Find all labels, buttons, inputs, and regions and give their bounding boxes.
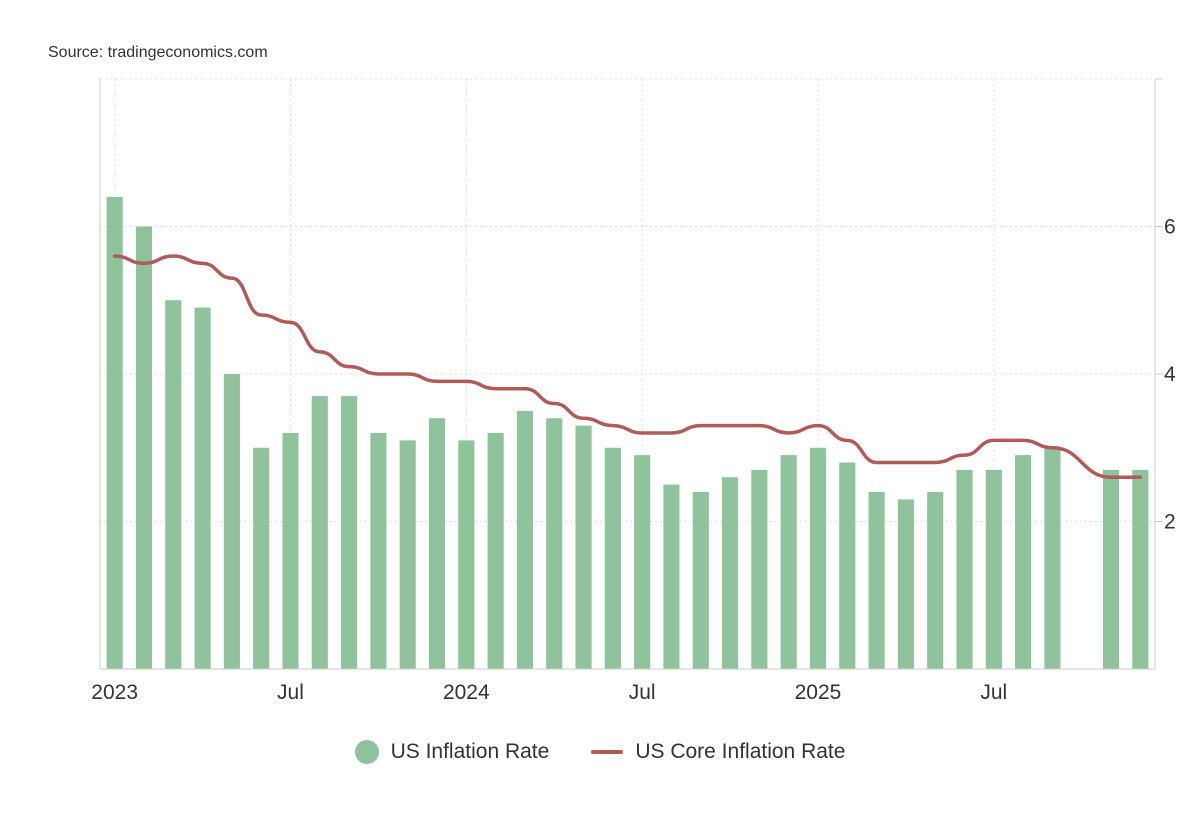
bar-2023-03[interactable] [165,300,182,669]
bar-2023-10[interactable] [370,433,387,669]
bar-2023-01[interactable] [106,197,123,669]
y-tick-label: 2 [1164,511,1176,534]
core-inflation-line [112,254,1143,480]
chart-axes [99,78,1163,670]
bar-series [106,197,1149,670]
y-tick-label: 4 [1164,363,1176,386]
x-tick-label: 2023 [91,681,138,704]
x-tick-label: 2025 [795,681,842,704]
bar-2025-05[interactable] [927,492,944,669]
bar-2023-07[interactable] [282,433,299,669]
bar-2024-02[interactable] [487,433,504,669]
x-tick-label: 2024 [443,681,490,704]
bar-2023-11[interactable] [399,440,416,669]
bar-2023-09[interactable] [341,396,358,669]
bar-2025-02[interactable] [839,462,856,670]
bar-2024-01[interactable] [458,440,475,669]
legend-dot-icon [354,740,379,764]
bar-2025-01[interactable] [809,447,827,669]
bar-2025-04[interactable] [897,499,914,669]
bar-2024-04[interactable] [546,418,563,669]
bar-2024-06[interactable] [604,447,621,669]
y-axis-labels: 2 4 6 [1164,216,1176,534]
bar-2023-02[interactable] [135,226,153,670]
bar-2025-11[interactable] [1102,469,1120,669]
x-tick-label: Jul [629,681,656,704]
legend-item-core[interactable]: US Core Inflation Rate [591,740,845,764]
bar-2024-11[interactable] [751,469,768,669]
legend-line-icon [591,750,624,754]
legend: US Inflation Rate US Core Inflation Rate [0,740,1200,764]
bar-2023-06[interactable] [253,447,270,669]
bar-2024-08[interactable] [663,484,680,669]
bar-2025-12[interactable] [1132,469,1149,669]
bar-2024-10[interactable] [722,477,739,669]
bar-2023-08[interactable] [311,396,328,669]
bar-2023-05[interactable] [223,374,240,669]
y-tick-label: 6 [1164,216,1176,239]
bar-2025-03[interactable] [868,492,885,669]
source-label: Source: tradingeconomics.com [48,44,268,61]
bar-2025-09[interactable] [1044,447,1061,669]
x-tick-label: Jul [277,681,304,704]
bar-2023-12[interactable] [428,418,446,669]
x-tick-label: Jul [980,681,1007,704]
bar-2024-09[interactable] [692,492,709,669]
legend-label-inflation: US Inflation Rate [390,740,550,763]
bar-2024-03[interactable] [516,410,533,669]
legend-item-inflation[interactable]: US Inflation Rate [354,740,550,764]
bar-2025-07[interactable] [985,469,1002,669]
bar-2025-08[interactable] [1015,455,1032,669]
bar-2025-06[interactable] [956,469,973,669]
bar-2024-05[interactable] [575,425,592,669]
bar-2024-07[interactable] [634,455,651,669]
bar-2023-04[interactable] [194,307,211,669]
bar-2024-12[interactable] [780,455,797,669]
legend-label-core: US Core Inflation Rate [635,740,846,763]
x-axis-labels: 2023 Jul 2024 Jul 2025 Jul [91,681,1007,704]
